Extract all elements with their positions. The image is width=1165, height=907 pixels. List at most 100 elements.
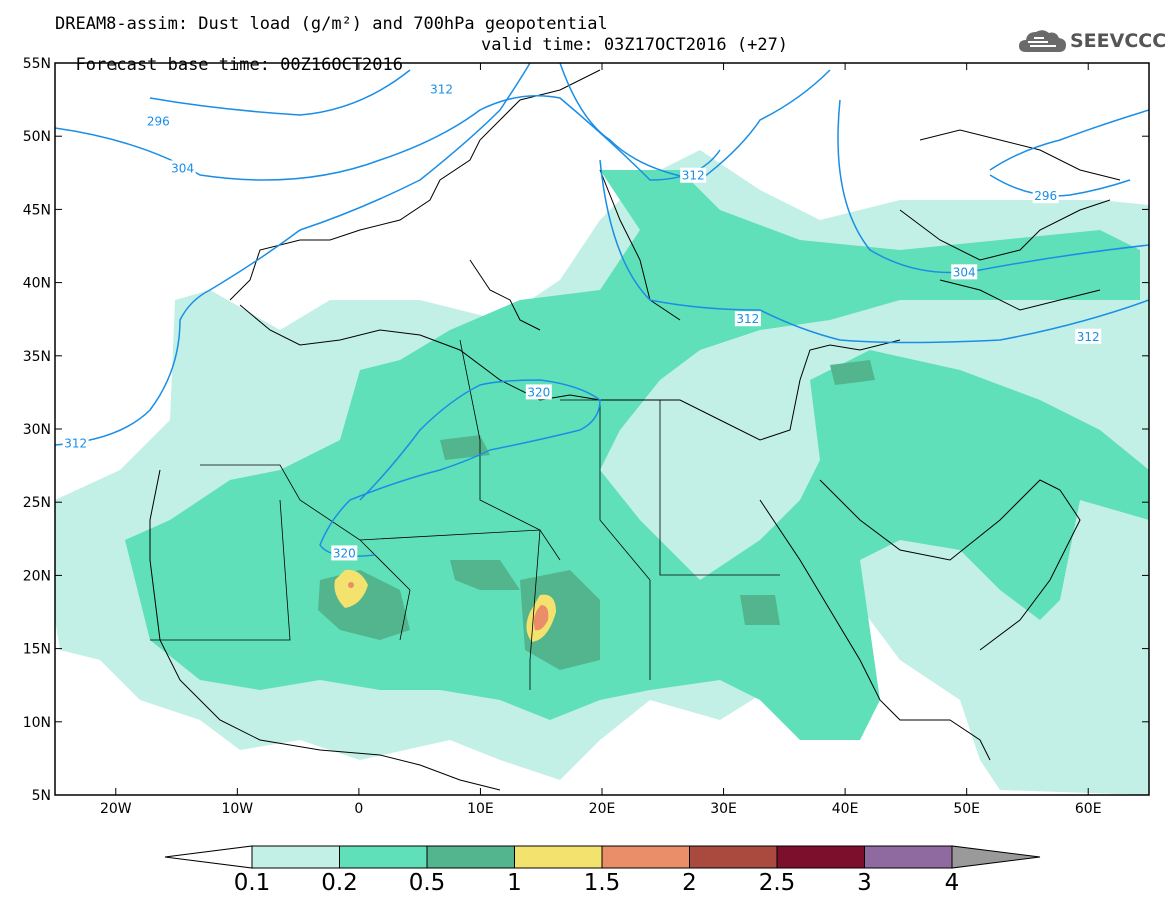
contour-label: 304: [953, 265, 976, 279]
colorbar-segment: [689, 845, 778, 869]
coastline: [229, 69, 601, 301]
geopotential-contour: [837, 99, 1149, 274]
contour-label: 296: [147, 115, 170, 129]
lat-tick-label: 35N: [23, 349, 51, 365]
contour-label: 312: [1077, 330, 1100, 344]
geopotential-contour: [599, 159, 1149, 344]
geopotential-labels: 296 304 312 312 296 304 312 312 320 320 312: [62, 81, 1102, 561]
contour-label: 296: [1034, 189, 1057, 203]
lon-tick-label: 40E: [832, 801, 859, 817]
contour-label-bg: [1032, 188, 1059, 204]
lon-tick-label: 20W: [100, 801, 132, 817]
colorbar-label: 3: [857, 870, 872, 896]
lon-tick-label: 10E: [467, 801, 494, 817]
dust-contour-dense: [450, 560, 520, 590]
colorbar-over-arrow: [951, 845, 1041, 869]
lon-tick-label: 60E: [1075, 801, 1102, 817]
lat-tick-label: 20N: [23, 568, 51, 584]
contour-label-bg: [680, 167, 707, 183]
contour-label: 320: [333, 546, 356, 560]
map-title: DREAM8-assim: Dust load (g/m²) and 700hP…: [55, 14, 608, 34]
valid-time-label: valid time: 03Z17OCT2016 (+27): [481, 35, 789, 55]
colorbar-under-arrow: [164, 845, 253, 869]
lat-tick-label: 45N: [23, 202, 51, 218]
country-border: [659, 400, 780, 576]
colorbar-segment: [776, 845, 865, 869]
coastline: [149, 469, 501, 791]
coastline: [819, 479, 1081, 651]
contour-label-bg: [734, 311, 761, 327]
lon-tick-label: 50E: [953, 801, 980, 817]
colorbar-label: 0.2: [321, 870, 358, 896]
lat-tick-label: 55N: [23, 56, 51, 72]
lon-tick-label: 0: [354, 801, 363, 817]
lon-tick-label: 30E: [710, 801, 737, 817]
lat-tick-label: 10N: [23, 715, 51, 731]
seevccc-logo: SEEVCCC: [1018, 26, 1165, 56]
colorbar-label: 0.1: [234, 870, 271, 896]
contour-label: 312: [682, 169, 705, 183]
colorbar-segment: [601, 845, 690, 869]
lat-tick-label: 5N: [32, 788, 51, 804]
lat-tick-label: 30N: [23, 422, 51, 438]
geopotential-contour: [149, 69, 411, 116]
contour-label: 304: [171, 161, 194, 175]
country-border: [150, 499, 291, 641]
colorbar: 0.1 0.2 0.5 1 1.5 2 2.5 3 4: [164, 845, 1041, 896]
coastline: [599, 169, 681, 321]
geopotential-contours: [55, 63, 1149, 557]
longitude-axis: 20W 10W 0 10E 20E 30E 40E 50E 60E: [100, 63, 1102, 817]
lat-tick-label: 15N: [23, 642, 51, 658]
contour-label-bg: [331, 545, 358, 561]
dust-contour-dense: [440, 435, 490, 460]
contour-label: 312: [430, 82, 453, 96]
country-border: [560, 399, 651, 680]
geopotential-contour: [989, 174, 1131, 197]
colorbar-segment: [426, 845, 515, 869]
colorbar-segment: [339, 845, 428, 869]
cloud-icon: [1019, 30, 1066, 52]
colorbar-segment: [864, 845, 953, 869]
lat-tick-label: 50N: [23, 129, 51, 145]
contour-label: 312: [736, 312, 759, 326]
contour-label: 320: [527, 385, 550, 399]
contour-label-bg: [145, 113, 172, 129]
country-border: [200, 464, 411, 641]
dust-contour-peak: [348, 582, 354, 588]
colorbar-label: 2.5: [759, 870, 796, 896]
coastline: [899, 199, 1111, 261]
colorbar-label: 1.5: [584, 870, 621, 896]
coastline: [939, 279, 1101, 311]
colorbar-label: 0.5: [409, 870, 446, 896]
lat-tick-label: 40N: [23, 276, 51, 292]
lon-tick-label: 10W: [221, 801, 253, 817]
colorbar-label: 2: [682, 870, 697, 896]
dust-contour-peak: [533, 605, 549, 631]
colorbar-label: 1: [507, 870, 522, 896]
coastline: [759, 499, 991, 761]
geopotential-contour: [55, 94, 721, 181]
geopotential-contour: [989, 109, 1149, 171]
country-border: [459, 339, 561, 561]
contour-label: 312: [64, 437, 87, 451]
dust-load-field: [55, 150, 1149, 795]
contour-label-bg: [169, 160, 196, 176]
dust-contour-high: [334, 569, 368, 608]
coastline: [919, 129, 1121, 181]
base-time-label: Forecast base time: 00Z16OCT2016: [75, 55, 403, 75]
geopotential-contour: [319, 379, 601, 557]
contour-label-bg: [525, 384, 552, 400]
logo-text: SEEVCCC: [1070, 30, 1165, 52]
coastline: [469, 259, 541, 331]
geopotential-contour: [55, 63, 531, 446]
contour-label-bg: [62, 435, 89, 451]
contour-label-bg: [1075, 328, 1102, 344]
contour-label-bg: [428, 81, 455, 97]
dust-contour-dense: [830, 360, 875, 385]
colorbar-label: 4: [945, 870, 960, 896]
latitude-axis: 55N 50N 45N 40N 35N 30N 25N 20N 15N 10N 5N: [23, 56, 1149, 804]
colorbar-segment: [514, 845, 603, 869]
country-border: [359, 529, 541, 690]
lat-tick-label: 25N: [23, 495, 51, 511]
